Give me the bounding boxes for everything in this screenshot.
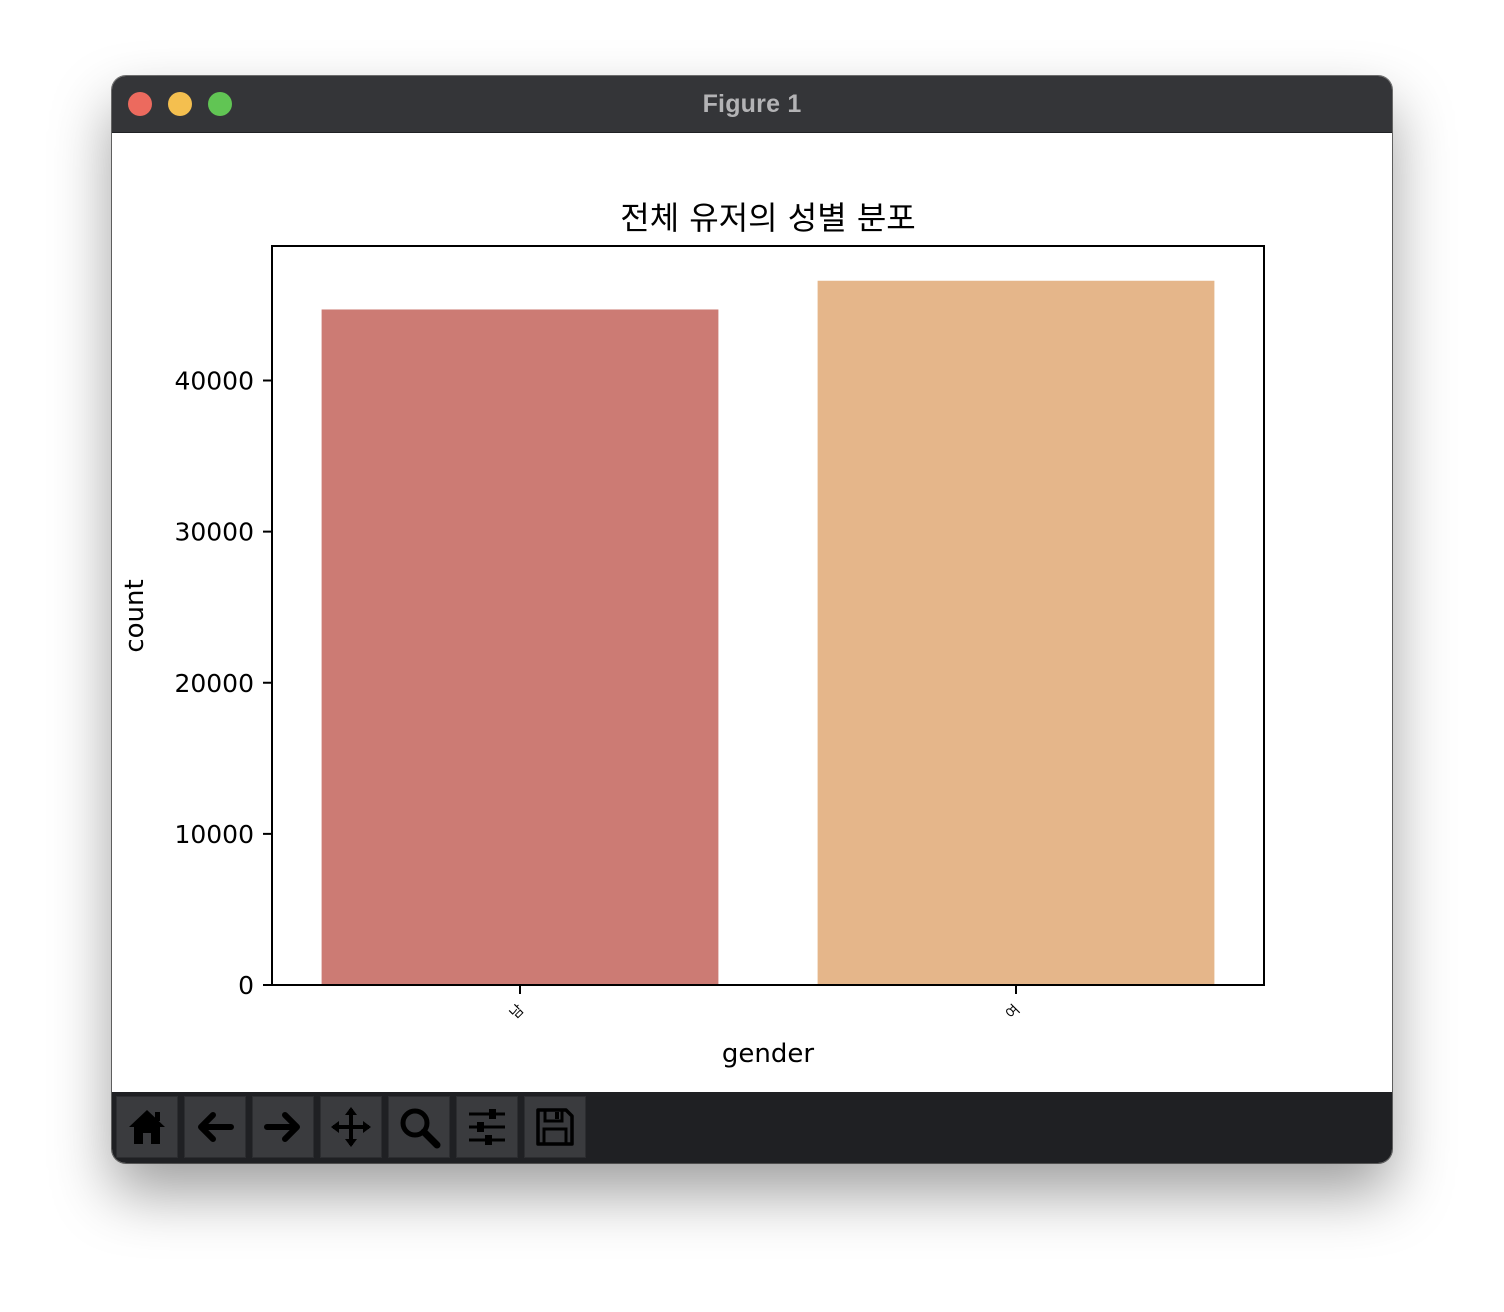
home-button[interactable] <box>116 1096 178 1158</box>
y-tick-label: 20000 <box>174 669 254 698</box>
y-tick-label: 40000 <box>174 367 254 396</box>
close-window-button[interactable] <box>128 92 152 116</box>
bar-1 <box>321 309 719 985</box>
search-icon <box>400 1108 441 1149</box>
y-axis: 0 10000 20000 30000 40000 <box>174 367 272 1000</box>
maximize-window-button[interactable] <box>208 92 232 116</box>
save-icon <box>536 1108 574 1146</box>
y-axis-label: count <box>120 579 150 652</box>
chart-title: 전체 유저의 성별 분포 <box>620 199 915 237</box>
bar-2 <box>817 280 1215 986</box>
x-axis-label: gender <box>722 1039 814 1069</box>
plot-frame <box>271 245 1265 986</box>
y-tick-label: 10000 <box>174 820 254 849</box>
x-tick-label: 남 <box>507 1002 528 1023</box>
home-icon <box>129 1110 165 1144</box>
pan-button[interactable] <box>320 1096 382 1158</box>
back-button[interactable] <box>184 1096 246 1158</box>
y-tick-label: 30000 <box>174 518 254 547</box>
navigation-toolbar <box>112 1092 1392 1163</box>
arrow-left-icon <box>198 1112 234 1142</box>
configure-subplots-button[interactable] <box>456 1096 518 1158</box>
window-title: Figure 1 <box>702 90 802 118</box>
zoom-button[interactable] <box>388 1096 450 1158</box>
minimize-window-button[interactable] <box>168 92 192 116</box>
y-tick-label: 0 <box>238 971 254 1000</box>
x-tick-label: 여 <box>1003 1002 1023 1022</box>
save-button[interactable] <box>524 1096 586 1158</box>
figure-window: Figure 1 전체 유저의 성별 분포 0 10000 20000 30000 40… <box>112 76 1392 1163</box>
move-icon <box>331 1107 371 1147</box>
forward-button[interactable] <box>252 1096 314 1158</box>
bars-layer <box>321 280 1215 986</box>
arrow-right-icon <box>264 1112 300 1142</box>
sliders-icon <box>469 1109 505 1145</box>
title-bar: Figure 1 <box>112 76 1392 133</box>
